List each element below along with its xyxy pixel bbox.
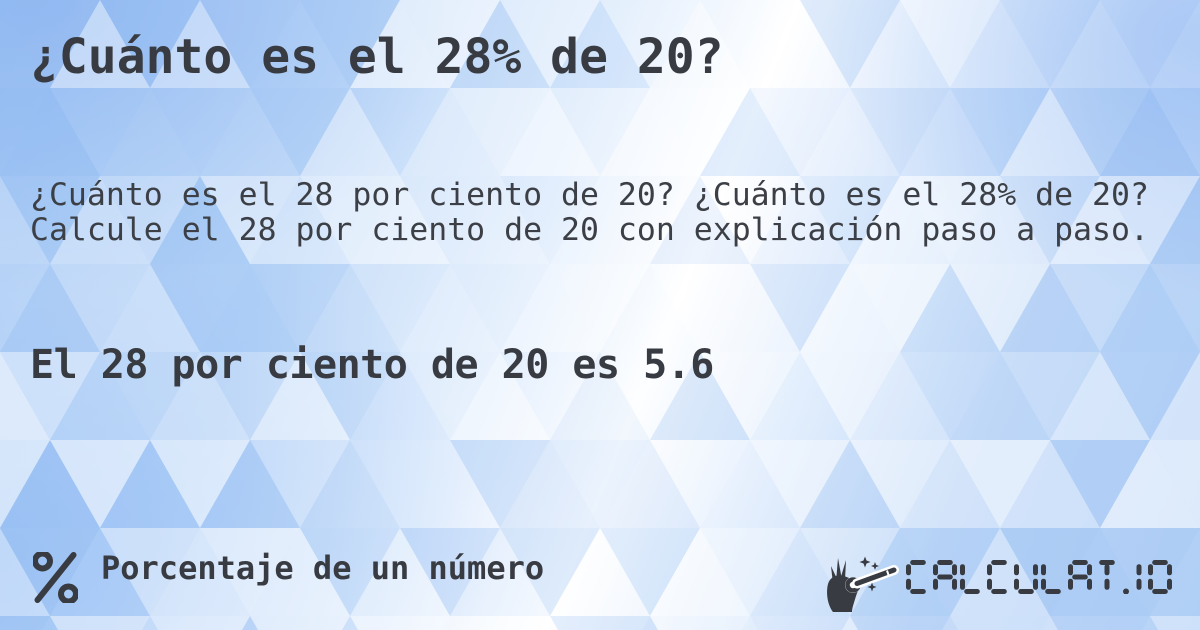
category-label: Porcentaje de un número — [101, 549, 545, 587]
sparkle-stars — [859, 556, 879, 592]
answer-text: El 28 por ciento de 20 es 5.6 — [30, 342, 714, 388]
description-text: ¿Cuánto es el 28 por ciento de 20? ¿Cuán… — [30, 177, 1168, 248]
percent-icon — [33, 552, 78, 603]
magic-wand-hand-icon — [827, 556, 899, 612]
brand-logo-text — [906, 560, 1172, 594]
page-title: ¿Cuánto es el 28% de 20? — [30, 29, 724, 85]
